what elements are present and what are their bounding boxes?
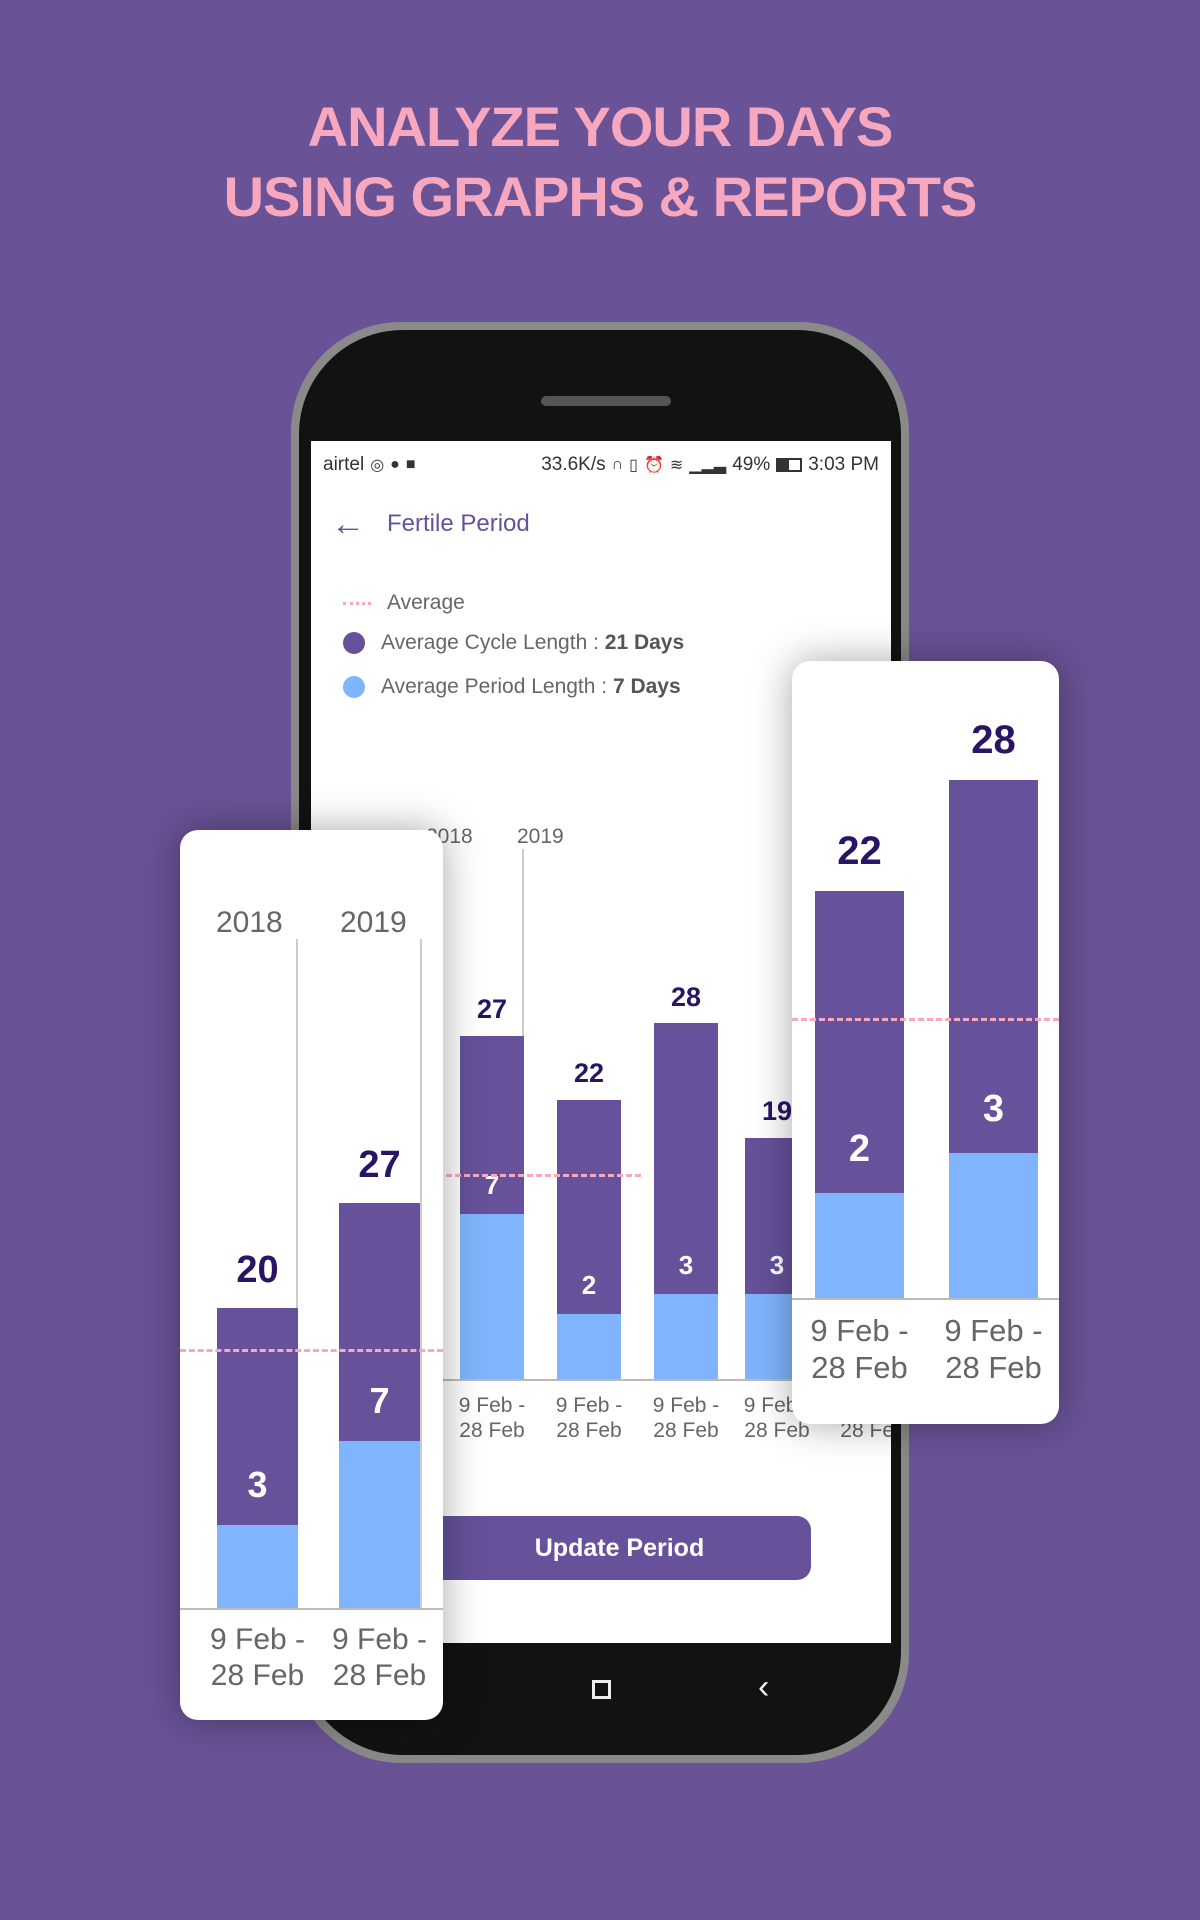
- bar-period-label: 3: [982, 1088, 1005, 1131]
- bar-period: [460, 1213, 524, 1379]
- headline-line-2: USING GRAPHS & REPORTS: [223, 165, 978, 228]
- message-icon: ●: [390, 456, 400, 473]
- bar-period-label: 2: [581, 1269, 597, 1300]
- x-tick-label: 9 Feb - 28 Feb: [652, 1394, 720, 1443]
- headline: ANALYZE YOUR DAYS USING GRAPHS & REPORTS: [0, 92, 1200, 232]
- bar-period: [815, 1193, 904, 1298]
- bar-cycle: [557, 1099, 621, 1379]
- network-speed: 33.6K/s: [541, 454, 606, 475]
- app-bar: ← Fertile Period: [331, 507, 530, 541]
- recents-button[interactable]: [592, 1680, 611, 1699]
- update-period-button[interactable]: Update Period: [428, 1516, 811, 1580]
- bar-value-label: 20: [236, 1249, 279, 1292]
- legend-cycle: Average Cycle Length : 21 Days: [343, 631, 684, 655]
- legend-period: Average Period Length : 7 Days: [343, 675, 681, 699]
- legend-period-text: Average Period Length : 7 Days: [381, 675, 681, 699]
- x-tick-label: 9 Feb - 28 Feb: [944, 1313, 1043, 1386]
- main-chart: 2018 2019 27 7 9 Feb - 28 Feb 22 2 9 Feb - 28 F…: [311, 441, 891, 1643]
- average-line: [180, 1349, 443, 1352]
- headphones-icon: ∩: [611, 456, 624, 473]
- bar-cycle: [460, 1036, 524, 1379]
- year-label: 2019: [517, 825, 564, 848]
- purple-dot-icon: [343, 632, 365, 654]
- average-line: [792, 1018, 1059, 1021]
- legend-cycle-value: 21 Days: [604, 631, 685, 654]
- bar-cycle: [815, 891, 904, 1298]
- x-tick-label: 9 Feb - 28 Feb: [743, 1394, 811, 1443]
- bar-value-label: 27: [358, 1144, 401, 1187]
- legend-cycle-label: Average Cycle Length :: [381, 631, 605, 654]
- arrow-left-icon[interactable]: ←: [331, 505, 365, 543]
- battery-percent: 49%: [732, 454, 771, 475]
- signal-icon: ▁▂▃: [689, 457, 727, 474]
- bar-period: [217, 1525, 298, 1608]
- x-tick-label: 9 Feb - 28 Feb: [555, 1394, 623, 1443]
- bar-cycle: [339, 1203, 420, 1608]
- legend-average: Average: [343, 591, 465, 615]
- legend-period-value: 7 Days: [612, 675, 681, 698]
- vibrate-icon: ▯: [629, 457, 638, 474]
- alarm-icon: ⏰: [643, 457, 664, 474]
- bar-period: [557, 1313, 621, 1379]
- year-label: 2018: [216, 906, 283, 939]
- bar-value-label: 27: [476, 994, 508, 1025]
- year-divider: [420, 939, 422, 1608]
- zoom-card-right: 22 2 9 Feb - 28 Feb 28 3 9 Feb - 28 Feb: [792, 661, 1059, 1424]
- bar-period-label: 3: [247, 1463, 268, 1505]
- nav-back-button[interactable]: ‹: [758, 1668, 770, 1706]
- legend-cycle-text: Average Cycle Length : 21 Days: [381, 631, 684, 655]
- legend-period-label: Average Period Length :: [381, 675, 613, 698]
- blue-dot-icon: [343, 676, 365, 698]
- instagram-icon: ◎: [370, 457, 385, 474]
- bar-value-label: 28: [670, 981, 702, 1012]
- year-divider: [296, 939, 298, 1608]
- bar-period-label: 7: [369, 1379, 390, 1421]
- status-bar: airtel ◎ ● ■ 33.6K/s ∩ ▯ ⏰ ≋ ▁▂▃ 49% 3:0…: [311, 441, 891, 489]
- bar-cycle: [949, 780, 1038, 1298]
- bar-period-label: 3: [769, 1249, 785, 1280]
- year-label: 2019: [340, 906, 407, 939]
- bar-period: [949, 1153, 1038, 1298]
- bar-cycle: [654, 1023, 718, 1379]
- phone-speaker: [541, 396, 671, 406]
- x-axis-baseline: [311, 1379, 891, 1381]
- x-tick-label: 9 Feb - 28 Feb: [331, 1623, 428, 1692]
- bar-period-label: 2: [848, 1128, 871, 1171]
- x-tick-label: 9 Feb - 28 Feb: [458, 1394, 526, 1443]
- bar-value-label: 28: [971, 718, 1016, 762]
- x-tick-label: 9 Feb - 28 Feb: [209, 1623, 306, 1692]
- bar-value-label: 22: [837, 829, 882, 873]
- x-tick-label: 9 Feb - 28 Feb: [810, 1313, 909, 1386]
- carrier: airtel: [323, 454, 365, 475]
- average-line: [311, 1174, 641, 1177]
- x-axis-baseline: [180, 1608, 443, 1610]
- headline-line-1: ANALYZE YOUR DAYS: [307, 95, 894, 158]
- bar-value-label: 19: [761, 1095, 793, 1126]
- zoom-card-left: 2018 2019 20 3 9 Feb - 28 Feb 27 7 9 Feb - 28 F…: [180, 830, 443, 1720]
- facebook-icon: ■: [405, 456, 416, 473]
- clock: 3:03 PM: [808, 454, 879, 475]
- bar-period: [339, 1441, 420, 1608]
- bar-cycle: [217, 1308, 298, 1608]
- x-axis-baseline: [792, 1298, 1059, 1300]
- bar-period: [654, 1293, 718, 1379]
- page-title: Fertile Period: [387, 510, 530, 537]
- dotted-line-icon: [343, 601, 371, 605]
- battery-icon: [776, 458, 803, 472]
- wifi-icon: ≋: [669, 457, 684, 474]
- bar-value-label: 22: [573, 1057, 605, 1088]
- legend-average-label: Average: [387, 591, 465, 614]
- bar-period-label: 7: [484, 1169, 500, 1200]
- bar-period-label: 3: [678, 1249, 694, 1280]
